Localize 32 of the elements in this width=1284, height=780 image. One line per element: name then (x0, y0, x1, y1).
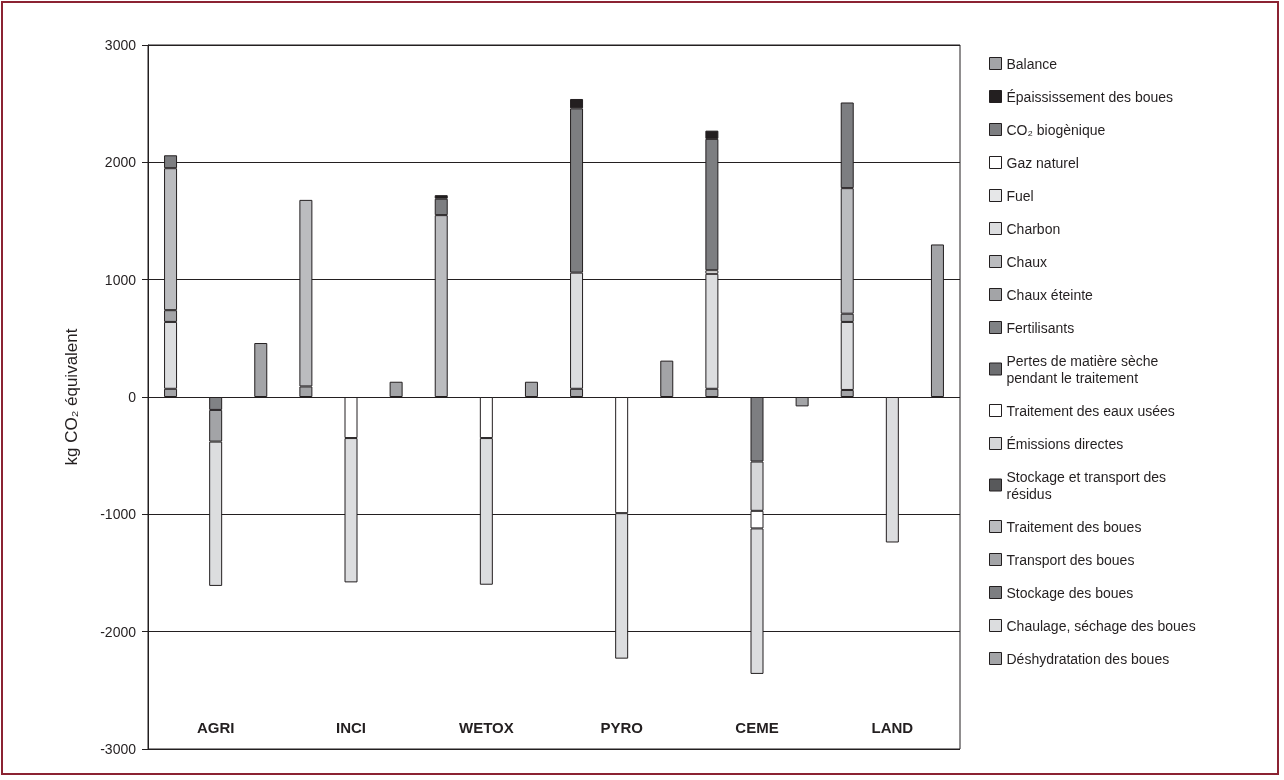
legend-label: Gaz naturel (1006, 154, 1079, 171)
legend-label: Balance (1006, 55, 1058, 72)
legend-label: Charbon (1006, 220, 1061, 237)
legend-label: Fuel (1006, 187, 1034, 204)
legend-label: Stockage des boues (1006, 584, 1134, 601)
legend-label: Chaux éteinte (1006, 286, 1094, 303)
legend-label: Pertes de matière sèche pendant le traitement (1006, 352, 1163, 386)
legend-label: CO₂ biogènique (1006, 121, 1106, 138)
legend-label: Épaississement des boues (1006, 88, 1174, 105)
y-tick-label: 0 (128, 389, 137, 405)
legend-label: Déshydratation des boues (1006, 650, 1170, 667)
legend-label: Stockage et transport des résidus (1006, 468, 1170, 502)
legend-label: Fertilisants (1006, 319, 1075, 336)
y-tick-label: -3000 (100, 741, 137, 757)
legend-label: Émissions directes (1006, 435, 1124, 452)
x-tick-label: PYRO (600, 719, 644, 736)
y-tick-label: -2000 (100, 623, 137, 640)
y-axis-title: kg CO₂ équivalent (62, 328, 81, 466)
y-tick-label: -1000 (100, 506, 137, 523)
x-tick-label: AGRI (196, 719, 235, 736)
legend-label: Traitement des eaux usées (1006, 402, 1175, 419)
y-tick-label: 2000 (104, 154, 137, 171)
x-tick-label: CEME (735, 719, 779, 736)
x-tick-label: WETOX (458, 719, 514, 736)
legend-label: Chaulage, séchage des boues (1006, 617, 1196, 634)
legend-label: Chaux (1006, 253, 1047, 270)
legend-label: Transport des boues (1006, 551, 1135, 568)
y-tick-label: 1000 (104, 271, 137, 288)
y-tick-label: 3000 (104, 37, 137, 53)
legend-label: Traitement des boues (1006, 518, 1142, 535)
x-tick-label: INCI (336, 719, 366, 736)
x-tick-label: LAND (871, 719, 914, 736)
